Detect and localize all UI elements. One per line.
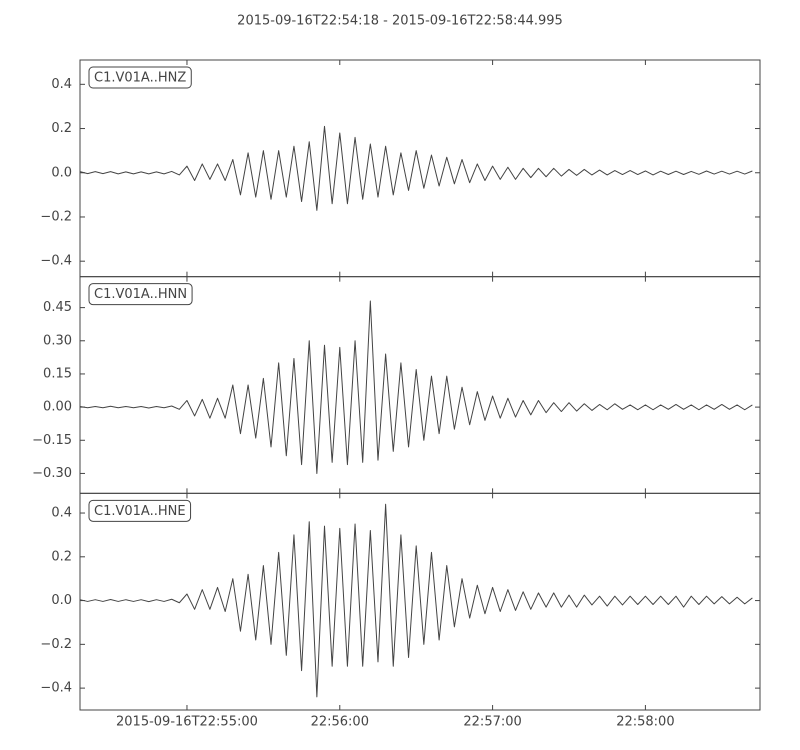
trace-label-box	[88, 499, 192, 522]
trace-label: C1.V01A..HNZ	[94, 71, 186, 86]
trace-label-box	[88, 66, 192, 89]
y-tick-label: 0.4	[51, 506, 72, 521]
y-tick-label: −0.4	[40, 254, 72, 269]
y-tick-label: 0.0	[51, 593, 72, 608]
y-tick-label: 0.2	[51, 121, 72, 136]
y-tick-label: 0.2	[51, 549, 72, 564]
y-tick-label: −0.15	[32, 433, 72, 448]
y-tick-label: −0.2	[40, 637, 72, 652]
x-tick-label: 2015-09-16T22:55:00	[116, 715, 258, 730]
waveform	[79, 503, 753, 698]
y-tick-label: 0.30	[43, 333, 72, 348]
y-tick-label: 0.15	[43, 366, 72, 381]
y-tick-label: 0.0	[51, 165, 72, 180]
y-tick-label: −0.4	[40, 681, 72, 696]
trace-label-box	[88, 283, 193, 306]
trace-label: C1.V01A..HNE	[94, 504, 186, 519]
waveform	[79, 125, 753, 211]
x-tick-label: 22:56:00	[311, 715, 369, 730]
y-tick-label: 0.00	[43, 400, 72, 415]
y-tick-label: −0.2	[40, 209, 72, 224]
waveform	[79, 300, 753, 474]
x-tick-label: 22:57:00	[463, 715, 521, 730]
panel-frame	[79, 492, 761, 711]
y-tick-label: 0.45	[43, 300, 72, 315]
y-tick-label: −0.30	[32, 466, 72, 481]
panel-frame	[79, 276, 761, 494]
trace-label: C1.V01A..HNN	[94, 287, 187, 302]
chart-title: 2015-09-16T22:54:18 - 2015-09-16T22:58:4…	[237, 14, 563, 29]
y-tick-label: 0.4	[51, 77, 72, 92]
x-tick-label: 22:58:00	[616, 715, 674, 730]
